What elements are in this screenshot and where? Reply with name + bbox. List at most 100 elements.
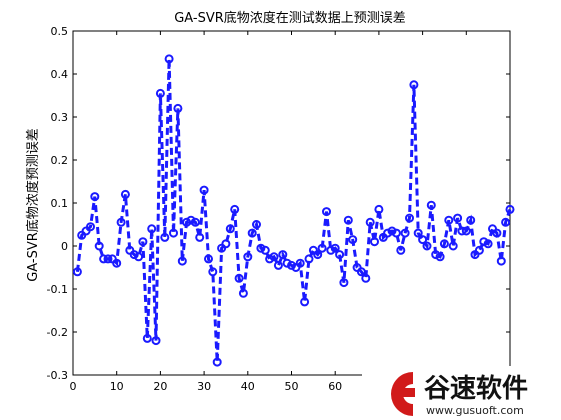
data-point (326, 245, 336, 255)
data-point (186, 215, 196, 225)
data-point (383, 228, 393, 238)
data-point (260, 245, 270, 255)
brand-logo-icon (391, 372, 415, 416)
data-point (391, 228, 401, 238)
data-point (439, 239, 449, 249)
data-point (116, 217, 126, 227)
y-tick-label: -0.2 (47, 326, 68, 339)
data-point (252, 220, 261, 229)
data-point (400, 228, 410, 238)
data-point (483, 239, 493, 249)
data-point (99, 254, 109, 264)
y-tick-label: 0.4 (51, 68, 69, 81)
x-tick-label: 60 (328, 380, 342, 393)
chart-title: GA-SVR底物浓度在测试数据上预测误差 (174, 10, 406, 26)
data-point (269, 252, 279, 262)
x-tick-label: 20 (153, 380, 167, 393)
data-point (164, 54, 174, 64)
data-point (160, 232, 170, 242)
data-point (182, 217, 192, 227)
data-point (409, 80, 419, 90)
data-point (177, 256, 187, 266)
data-point (155, 88, 165, 98)
series-line (75, 58, 512, 363)
data-point (129, 250, 139, 260)
data-point (230, 204, 240, 214)
data-point (300, 297, 310, 307)
y-tick-label: 0.1 (51, 197, 69, 210)
data-point (151, 336, 161, 346)
data-point (505, 204, 515, 214)
data-point (444, 215, 454, 225)
data-point (273, 260, 283, 270)
x-tick-label: 30 (197, 380, 211, 393)
data-point (278, 250, 288, 260)
data-point (501, 217, 511, 227)
data-point (435, 252, 445, 262)
data-point (361, 273, 371, 283)
data-point (422, 241, 432, 251)
data-point (339, 278, 349, 288)
data-point (282, 258, 292, 268)
data-point (457, 226, 467, 236)
data-point (405, 213, 414, 223)
data-point (265, 254, 275, 264)
y-tick-label: 0.2 (51, 154, 69, 167)
data-point (225, 224, 235, 234)
data-point (356, 267, 366, 277)
data-point (387, 226, 397, 236)
data-point (474, 245, 484, 255)
data-point (322, 207, 331, 217)
data-point (343, 215, 353, 225)
watermark-url: www.gusuoft.com (426, 404, 524, 417)
data-point (453, 213, 463, 223)
data-point (247, 228, 257, 238)
data-point (94, 241, 104, 251)
data-point (208, 267, 218, 277)
data-point (90, 192, 100, 202)
y-tick-label: 0.5 (51, 25, 69, 38)
plot-area (72, 30, 511, 376)
data-point (221, 239, 231, 249)
data-point (313, 250, 323, 260)
data-point (374, 204, 384, 214)
data-point (466, 215, 476, 225)
data-point (120, 189, 130, 199)
data-point (496, 256, 506, 266)
data-point (479, 237, 489, 247)
x-tick-label: 50 (285, 380, 299, 393)
data-point (426, 200, 436, 210)
y-axis-label: GA-SVR底物浓度预测误差 (25, 128, 41, 282)
data-point (348, 235, 358, 245)
y-tick-label: -0.3 (47, 369, 68, 382)
data-point (204, 254, 213, 264)
y-tick-label: -0.1 (47, 283, 68, 296)
watermark: 谷速软件 www.gusuoft.com (362, 366, 561, 420)
data-point (287, 260, 296, 270)
y-tick-label: 0.3 (51, 111, 69, 124)
data-point (335, 250, 345, 260)
data-marks (72, 54, 515, 367)
data-point (234, 273, 244, 283)
data-point (370, 237, 379, 247)
data-point (431, 250, 441, 260)
x-tick-label: 40 (241, 380, 255, 393)
data-point (72, 267, 82, 277)
data-point (365, 217, 375, 227)
data-point (256, 243, 266, 253)
data-point (138, 237, 148, 247)
data-point (147, 224, 157, 234)
data-point (413, 228, 423, 238)
data-point (492, 228, 502, 238)
data-point (190, 217, 200, 227)
data-point (195, 232, 205, 242)
data-point (317, 243, 327, 253)
data-point (396, 245, 406, 255)
data-point (212, 357, 222, 367)
data-point (199, 185, 209, 195)
data-point (173, 103, 183, 113)
data-point (238, 288, 248, 298)
data-point (134, 252, 144, 262)
data-point (243, 252, 253, 262)
